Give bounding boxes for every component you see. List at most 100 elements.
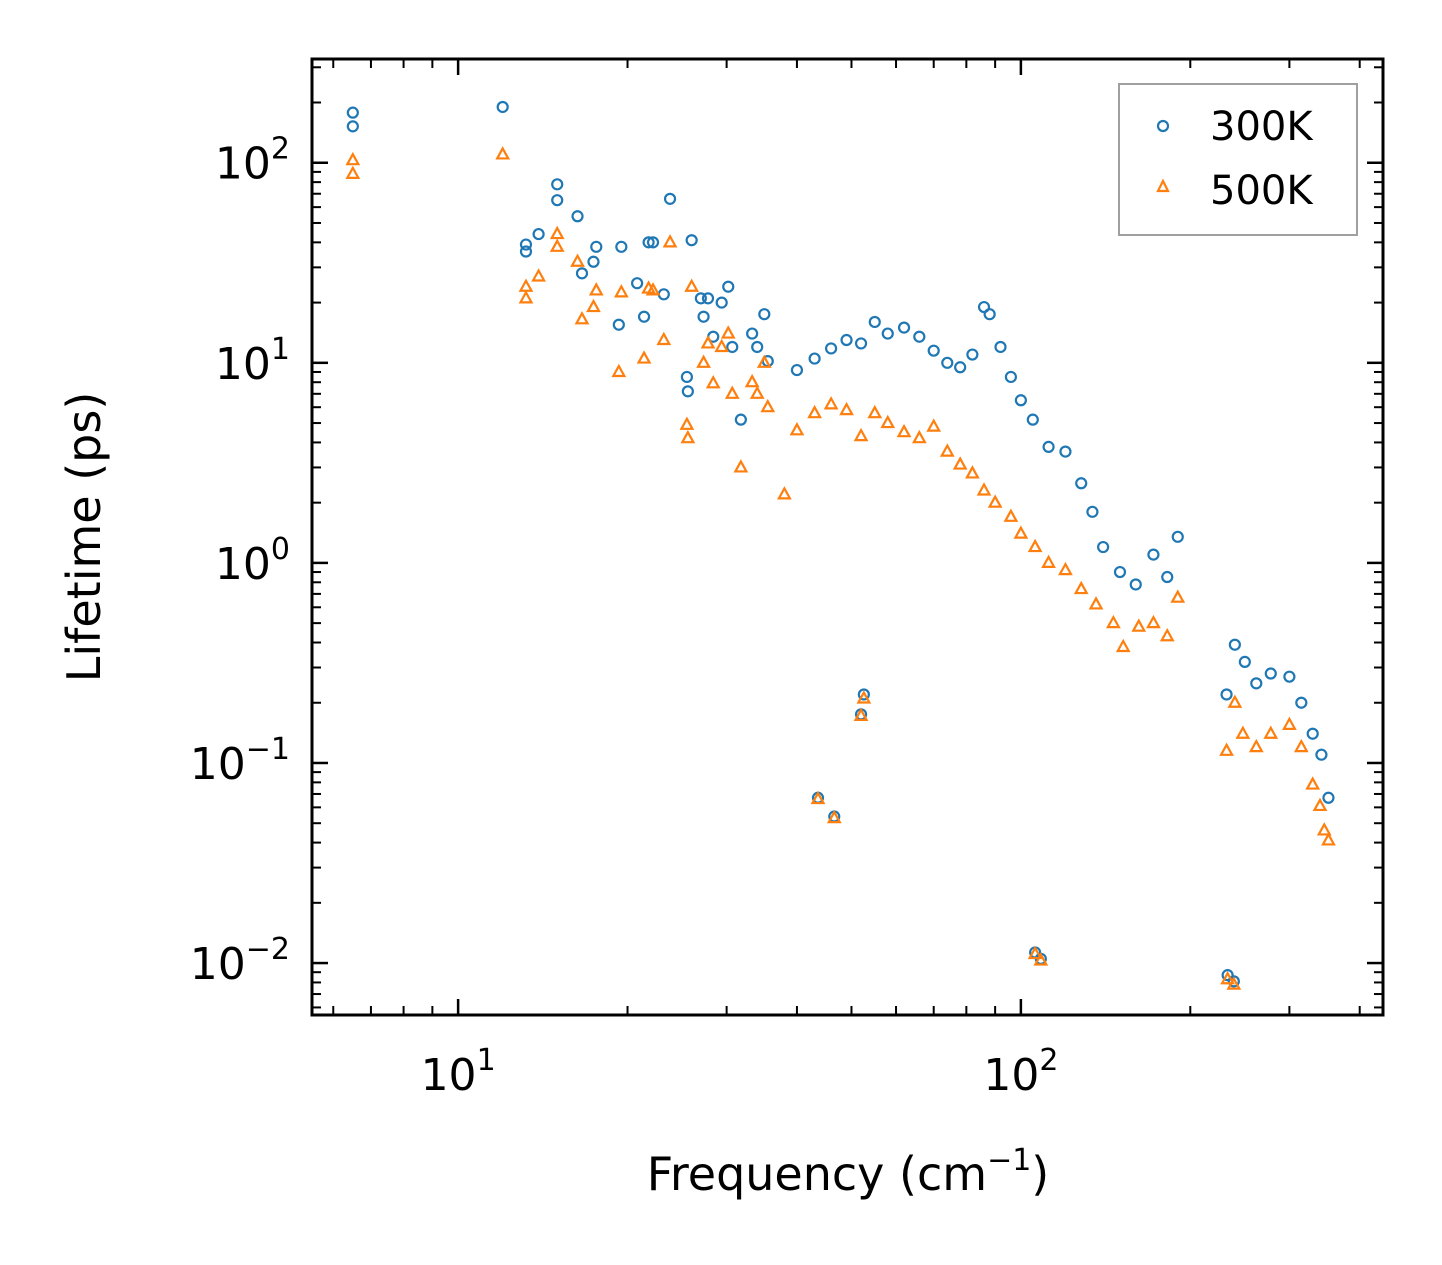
data-point bbox=[1263, 725, 1279, 739]
data-point bbox=[1235, 725, 1251, 739]
data-point bbox=[642, 236, 655, 249]
data-point bbox=[1312, 797, 1328, 812]
data-point bbox=[1097, 540, 1110, 554]
data-point bbox=[1113, 565, 1127, 579]
data-point bbox=[646, 236, 660, 249]
data-point bbox=[1086, 505, 1099, 518]
data-point bbox=[897, 321, 911, 334]
y-tick-label: 10−2 bbox=[190, 932, 290, 990]
data-point bbox=[1042, 440, 1055, 453]
data-point bbox=[1003, 508, 1019, 522]
data-point bbox=[1088, 596, 1104, 610]
data-point bbox=[777, 486, 792, 500]
data-point bbox=[1227, 694, 1243, 708]
data-point bbox=[724, 385, 740, 399]
data-point bbox=[681, 385, 694, 398]
data-point bbox=[705, 375, 721, 389]
legend-marker-500k bbox=[1156, 178, 1170, 193]
data-point bbox=[966, 348, 979, 361]
x-tick-label: 102 bbox=[983, 1043, 1058, 1101]
data-point bbox=[696, 354, 711, 368]
data-point bbox=[586, 298, 601, 313]
data-point bbox=[679, 416, 695, 430]
data-point bbox=[954, 361, 967, 374]
data-point bbox=[1316, 822, 1332, 836]
data-point bbox=[645, 282, 661, 296]
data-point bbox=[1228, 638, 1241, 651]
data-point bbox=[913, 330, 926, 343]
data-point bbox=[1161, 570, 1174, 584]
data-point bbox=[680, 370, 694, 384]
data-point bbox=[1238, 655, 1251, 669]
series-500k bbox=[345, 146, 1336, 990]
legend-marker-300k bbox=[1156, 119, 1170, 133]
y-tick-label: 10−1 bbox=[190, 732, 290, 790]
y-tick-label: 102 bbox=[215, 132, 290, 190]
plot-frame bbox=[310, 57, 1385, 1017]
data-point bbox=[1115, 638, 1131, 653]
data-point bbox=[983, 308, 996, 321]
data-point bbox=[684, 278, 700, 292]
data-point bbox=[840, 333, 853, 347]
y-tick-label: 100 bbox=[215, 532, 290, 590]
data-point bbox=[613, 284, 629, 298]
data-point bbox=[1220, 688, 1233, 701]
data-point bbox=[758, 308, 771, 321]
data-point bbox=[346, 106, 359, 119]
data-point bbox=[726, 340, 739, 354]
data-point bbox=[518, 290, 534, 304]
data-point bbox=[1321, 832, 1336, 846]
data-point bbox=[1171, 530, 1184, 543]
data-point bbox=[880, 414, 896, 429]
data-point bbox=[1322, 791, 1335, 804]
data-point bbox=[720, 325, 736, 339]
data-point bbox=[345, 165, 361, 179]
data-point bbox=[1293, 738, 1309, 753]
data-point bbox=[789, 422, 805, 436]
data-point bbox=[1014, 394, 1027, 407]
data-point bbox=[839, 401, 854, 416]
data-point bbox=[549, 238, 565, 252]
data-point bbox=[637, 310, 651, 323]
data-point bbox=[749, 385, 765, 399]
data-point bbox=[496, 100, 509, 114]
data-point bbox=[1075, 477, 1088, 490]
data-point bbox=[941, 356, 954, 369]
x-axis-title: Frequency (cm−1) bbox=[647, 1143, 1050, 1201]
x-tick-label: 101 bbox=[421, 1043, 496, 1101]
data-point bbox=[1013, 525, 1029, 539]
data-point bbox=[714, 338, 730, 353]
data-point bbox=[1131, 618, 1147, 632]
data-point bbox=[575, 267, 589, 280]
data-point bbox=[751, 340, 764, 354]
data-point bbox=[656, 331, 672, 346]
data-point bbox=[1221, 969, 1234, 982]
data-point bbox=[854, 337, 868, 350]
data-point bbox=[1026, 413, 1039, 426]
scatter-points bbox=[345, 100, 1336, 990]
data-point bbox=[868, 315, 881, 329]
data-point bbox=[694, 292, 707, 305]
data-point bbox=[1059, 445, 1072, 458]
data-point bbox=[519, 238, 533, 251]
data-point bbox=[756, 354, 772, 368]
data-point bbox=[744, 373, 760, 388]
data-point bbox=[551, 178, 564, 191]
data-point bbox=[1073, 580, 1089, 595]
data-point bbox=[1315, 748, 1328, 761]
data-point bbox=[700, 335, 716, 349]
data-point bbox=[965, 465, 980, 479]
data-point bbox=[790, 363, 804, 377]
data-point bbox=[531, 268, 546, 282]
data-point bbox=[926, 418, 942, 432]
data-point bbox=[1159, 627, 1175, 642]
data-point bbox=[807, 404, 822, 419]
data-point bbox=[987, 494, 1003, 508]
data-point bbox=[853, 707, 869, 721]
data-point bbox=[1282, 716, 1297, 730]
data-point bbox=[857, 688, 870, 701]
data-point bbox=[570, 253, 585, 267]
data-point bbox=[345, 151, 361, 166]
legend-label-500k: 500K bbox=[1210, 168, 1314, 214]
